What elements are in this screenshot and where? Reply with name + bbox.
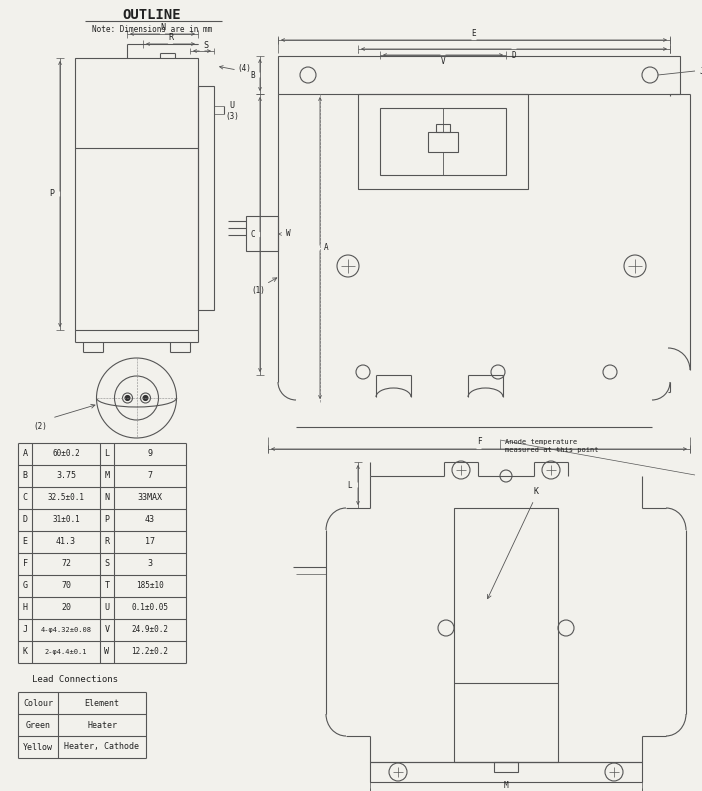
Text: M: M (504, 781, 508, 789)
Text: R: R (105, 538, 110, 547)
Text: Green: Green (25, 721, 51, 729)
Text: Yellow: Yellow (23, 743, 53, 751)
Text: Anode temperature: Anode temperature (505, 439, 577, 445)
Text: Element: Element (84, 698, 119, 707)
Text: L: L (347, 480, 352, 490)
Text: 43: 43 (145, 516, 155, 524)
Text: 17: 17 (145, 538, 155, 547)
Text: D: D (512, 51, 516, 60)
Text: 20: 20 (61, 604, 71, 612)
Text: OUTLINE: OUTLINE (123, 8, 181, 22)
Text: C: C (251, 230, 256, 239)
Text: 0.1±0.05: 0.1±0.05 (131, 604, 168, 612)
Bar (358, 94, 528, 189)
Text: 31±0.1: 31±0.1 (52, 516, 80, 524)
Text: H: H (22, 604, 27, 612)
Text: K: K (534, 487, 538, 497)
Bar (370, 762, 642, 782)
Text: 3.75: 3.75 (56, 471, 76, 480)
Text: E: E (472, 28, 477, 37)
Text: 4-φ4.32±0.08: 4-φ4.32±0.08 (41, 627, 91, 633)
Text: W: W (286, 229, 291, 239)
Text: P: P (105, 516, 110, 524)
Text: K: K (22, 648, 27, 657)
Bar (454, 508, 558, 762)
Text: S: S (105, 559, 110, 569)
Text: 60±0.2: 60±0.2 (52, 449, 80, 459)
Text: F: F (477, 437, 482, 446)
Text: 41.3: 41.3 (56, 538, 76, 547)
Text: 9: 9 (147, 449, 152, 459)
Text: 32.5±0.1: 32.5±0.1 (48, 494, 84, 502)
Text: U: U (105, 604, 110, 612)
Bar (436, 123, 450, 131)
Text: (3): (3) (225, 112, 239, 120)
Text: D: D (22, 516, 27, 524)
Text: P: P (50, 190, 55, 199)
Text: 12.2±0.2: 12.2±0.2 (131, 648, 168, 657)
Text: 70: 70 (61, 581, 71, 591)
Text: E: E (22, 538, 27, 547)
Text: B: B (251, 70, 256, 80)
Text: R: R (168, 32, 173, 41)
Text: measured at this point: measured at this point (505, 447, 599, 453)
Text: (1): (1) (251, 286, 265, 296)
Text: 185±10: 185±10 (136, 581, 164, 591)
Text: 2-φ4.4±0.1: 2-φ4.4±0.1 (45, 649, 87, 655)
Text: Colour: Colour (23, 698, 53, 707)
Text: J: J (22, 626, 27, 634)
Bar (380, 108, 506, 175)
Text: 24.9±0.2: 24.9±0.2 (131, 626, 168, 634)
Text: J: J (699, 66, 702, 75)
Text: A: A (324, 244, 329, 252)
Text: (2): (2) (33, 422, 47, 430)
Text: (4): (4) (237, 63, 251, 73)
Bar (75, 58, 198, 330)
Text: T: T (105, 581, 110, 591)
Text: Heater, Cathode: Heater, Cathode (65, 743, 140, 751)
Text: M: M (105, 471, 110, 480)
Text: Lead Connections: Lead Connections (32, 675, 118, 683)
Text: V: V (105, 626, 110, 634)
Text: V: V (441, 58, 445, 66)
Text: N: N (105, 494, 110, 502)
Bar (198, 86, 214, 310)
Text: 72: 72 (61, 559, 71, 569)
Text: N: N (160, 22, 165, 32)
Text: L: L (105, 449, 110, 459)
Text: C: C (22, 494, 27, 502)
Circle shape (143, 396, 148, 400)
Circle shape (125, 396, 130, 400)
Text: 33MAX: 33MAX (138, 494, 162, 502)
Text: Heater: Heater (87, 721, 117, 729)
Text: W: W (105, 648, 110, 657)
Bar (278, 56, 680, 94)
Text: S: S (204, 40, 208, 50)
Text: B: B (22, 471, 27, 480)
Text: 3: 3 (147, 559, 152, 569)
Text: U: U (230, 101, 234, 111)
Text: A: A (22, 449, 27, 459)
Bar (246, 216, 278, 251)
Text: F: F (22, 559, 27, 569)
Text: 7: 7 (147, 471, 152, 480)
Bar (428, 131, 458, 152)
Text: G: G (22, 581, 27, 591)
Bar (494, 762, 518, 772)
Text: Note: Dimensions are in mm: Note: Dimensions are in mm (92, 25, 212, 33)
